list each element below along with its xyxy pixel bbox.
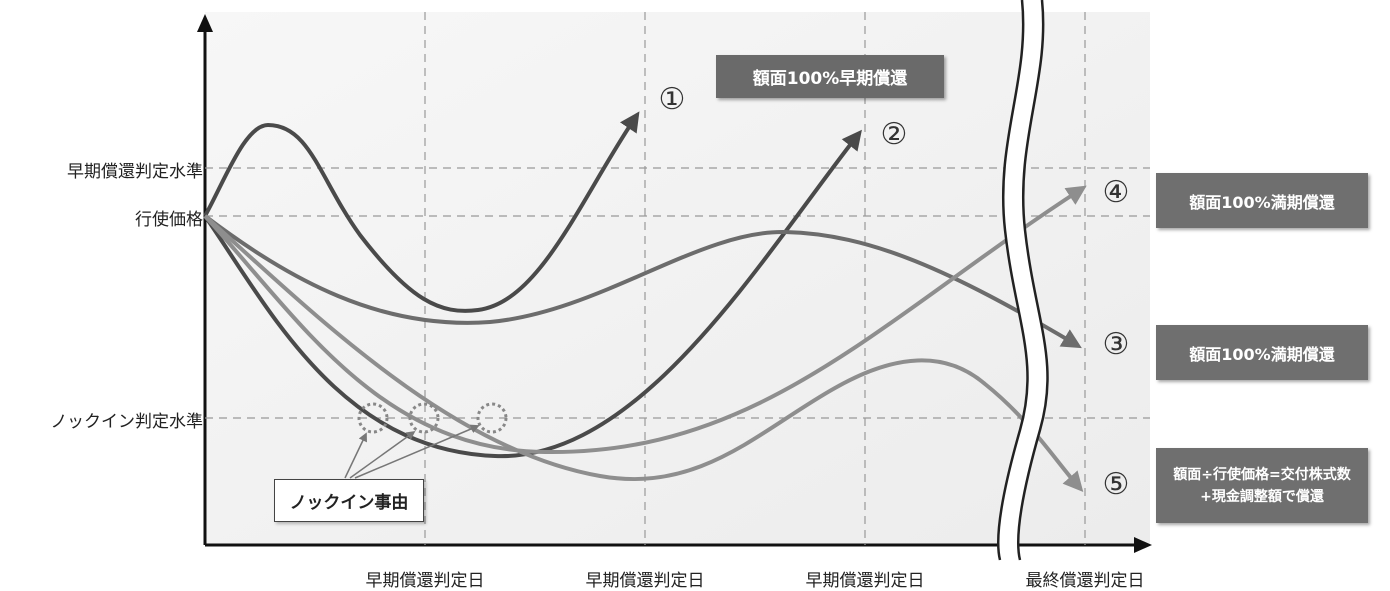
scenario-1-curve [203, 111, 640, 313]
break-band [998, 0, 1048, 560]
scenario-number-5: ⑤ [1102, 467, 1130, 502]
break-line-right [1016, 0, 1049, 561]
scenario-number-3: ③ [1102, 327, 1130, 362]
share-delivery-line-1: 額面÷行使価格=交付株式数 [1173, 466, 1351, 483]
x-axis-arrow [1134, 537, 1152, 553]
x-label-date-2: 早期償還判定日 [585, 571, 705, 591]
knockin-pointer-2 [349, 430, 416, 479]
y-label-strike: 行使価格 [135, 210, 203, 230]
x-label-date-3: 早期償還判定日 [805, 571, 925, 591]
scenario-2-curve [203, 129, 862, 459]
scenario-number-4: ④ [1102, 175, 1130, 210]
plot-background [205, 12, 1150, 545]
maturity-redemption-box-4: 額面100%満期償還 [1156, 173, 1368, 228]
knockin-circle-1 [357, 402, 389, 434]
share-delivery-box: 額面÷行使価格=交付株式数 +現金調整額で償還 [1156, 448, 1368, 523]
knockin-pointer-1 [344, 432, 367, 479]
knockin-pointer-3 [354, 424, 480, 479]
y-axis-arrow [197, 14, 213, 32]
share-delivery-line-2: +現金調整額で償還 [1200, 488, 1324, 505]
maturity-redemption-box-3: 額面100%満期償還 [1156, 325, 1368, 380]
y-label-knockin-level: ノックイン判定水準 [50, 412, 203, 432]
scenario-5-curve [203, 214, 1084, 492]
scenario-number-1: ① [658, 82, 686, 117]
scenario-number-2: ② [880, 117, 908, 152]
knockin-event-label: ノックイン事由 [274, 479, 424, 522]
x-label-date-1: 早期償還判定日 [365, 571, 485, 591]
knockin-circle-3 [476, 402, 508, 434]
y-label-early-level: 早期償還判定水準 [67, 162, 203, 182]
knockin-circle-2 [408, 402, 440, 434]
x-label-final-date: 最終償還判定日 [1025, 571, 1145, 591]
break-line-left [996, 0, 1029, 561]
early-redemption-box: 額面100%早期償還 [716, 55, 944, 98]
scenario-4-curve [203, 185, 1087, 455]
scenario-3-curve [203, 214, 1082, 349]
